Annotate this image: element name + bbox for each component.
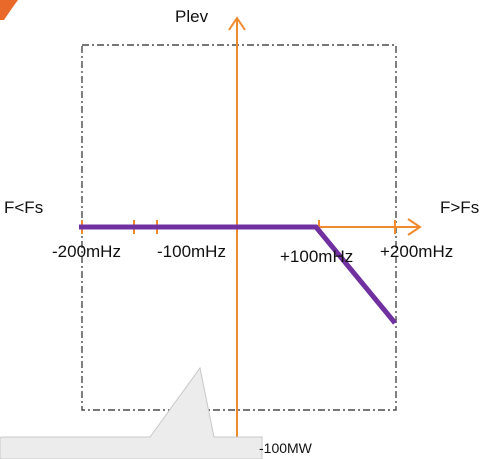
x-axis-label-right: F>Fs: [440, 198, 480, 217]
response-curve-series: [79, 224, 397, 325]
x-axis-label-left: F<Fs: [4, 198, 44, 217]
corner-accent-shape: [0, 0, 18, 20]
tick-label-minus-200: -200mHz: [52, 242, 121, 261]
tick-label-plus-100: +100mHz: [280, 247, 354, 266]
y-axis-label: Plev: [175, 7, 209, 26]
y-axis-arrowhead: [228, 16, 246, 31]
x-axis-arrowhead: [407, 218, 422, 236]
tick-label-minus-100: -100mHz: [157, 242, 226, 261]
tick-label-plus-200: +200mHz: [380, 242, 454, 261]
callout-bubble: [0, 366, 263, 459]
y-axis-bottom-label: -100MW: [259, 440, 312, 456]
